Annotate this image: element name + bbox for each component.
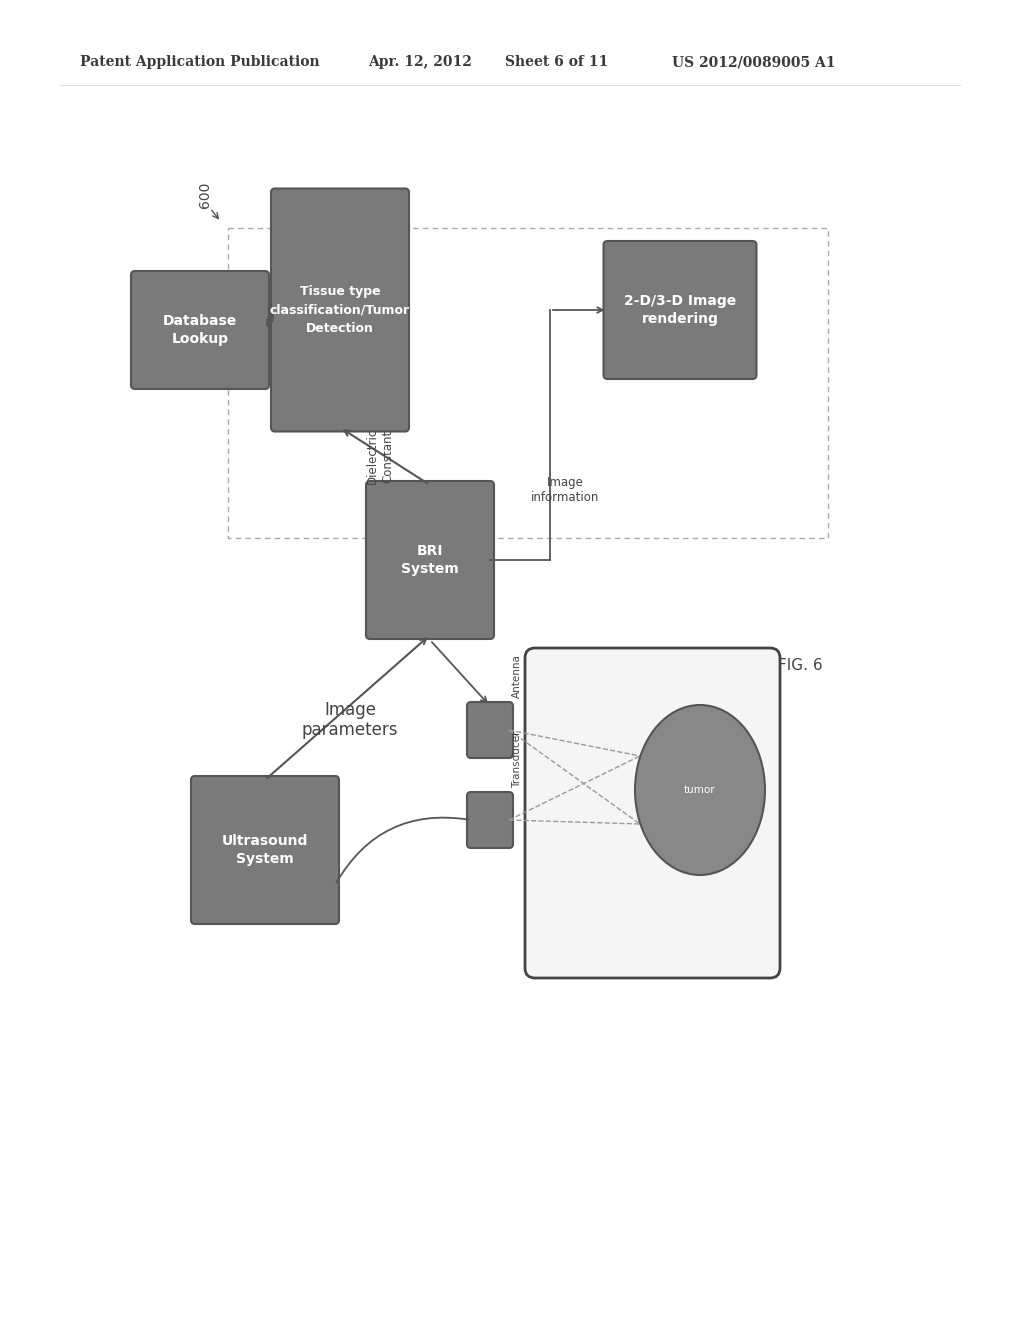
Text: FIG. 6: FIG. 6 [777, 657, 822, 673]
FancyBboxPatch shape [131, 271, 269, 389]
FancyBboxPatch shape [603, 242, 757, 379]
FancyBboxPatch shape [366, 480, 494, 639]
Text: Patent Application Publication: Patent Application Publication [80, 55, 319, 69]
Text: BRI
System: BRI System [401, 544, 459, 577]
FancyBboxPatch shape [467, 792, 513, 847]
Text: Apr. 12, 2012: Apr. 12, 2012 [368, 55, 472, 69]
Text: US 2012/0089005 A1: US 2012/0089005 A1 [672, 55, 836, 69]
Text: Sheet 6 of 11: Sheet 6 of 11 [505, 55, 608, 69]
Text: 2-D/3-D Image
rendering: 2-D/3-D Image rendering [624, 294, 736, 326]
Text: tumor: tumor [684, 785, 716, 795]
Text: Image
parameters: Image parameters [302, 701, 398, 739]
Text: Database
Lookup: Database Lookup [163, 314, 238, 346]
FancyBboxPatch shape [271, 189, 409, 432]
Bar [228, 228, 828, 539]
Text: Image
information: Image information [530, 477, 599, 504]
Text: Ultrasound
System: Ultrasound System [222, 834, 308, 866]
FancyBboxPatch shape [467, 702, 513, 758]
Text: Antenna: Antenna [512, 655, 522, 698]
Text: Transducer: Transducer [512, 731, 522, 788]
Text: Dielectric
Constant: Dielectric Constant [366, 428, 394, 484]
Ellipse shape [635, 705, 765, 875]
FancyBboxPatch shape [191, 776, 339, 924]
FancyBboxPatch shape [525, 648, 780, 978]
Text: Tissue type
classification/Tumor
Detection: Tissue type classification/Tumor Detecti… [270, 285, 410, 334]
Text: 600: 600 [198, 182, 212, 209]
